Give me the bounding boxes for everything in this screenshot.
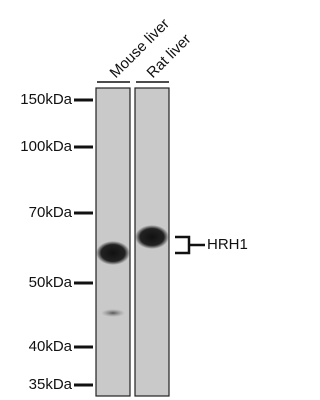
marker-label: 150kDa — [20, 91, 72, 108]
band — [96, 241, 130, 265]
band — [135, 225, 169, 249]
marker-label: 70kDa — [29, 204, 73, 221]
marker-label: 50kDa — [29, 274, 73, 291]
marker-label: 40kDa — [29, 338, 73, 355]
western-blot: Mouse liver Rat liver 150kDa 100kDa 70kD… — [20, 15, 248, 397]
target-label: HRH1 — [207, 236, 248, 253]
marker-label: 35kDa — [29, 376, 73, 393]
band — [101, 309, 125, 317]
marker-label: 100kDa — [20, 138, 72, 155]
target-bracket — [175, 235, 205, 255]
marker-ladder: 150kDa 100kDa 70kDa 50kDa 40kDa 35kDa — [20, 91, 93, 393]
